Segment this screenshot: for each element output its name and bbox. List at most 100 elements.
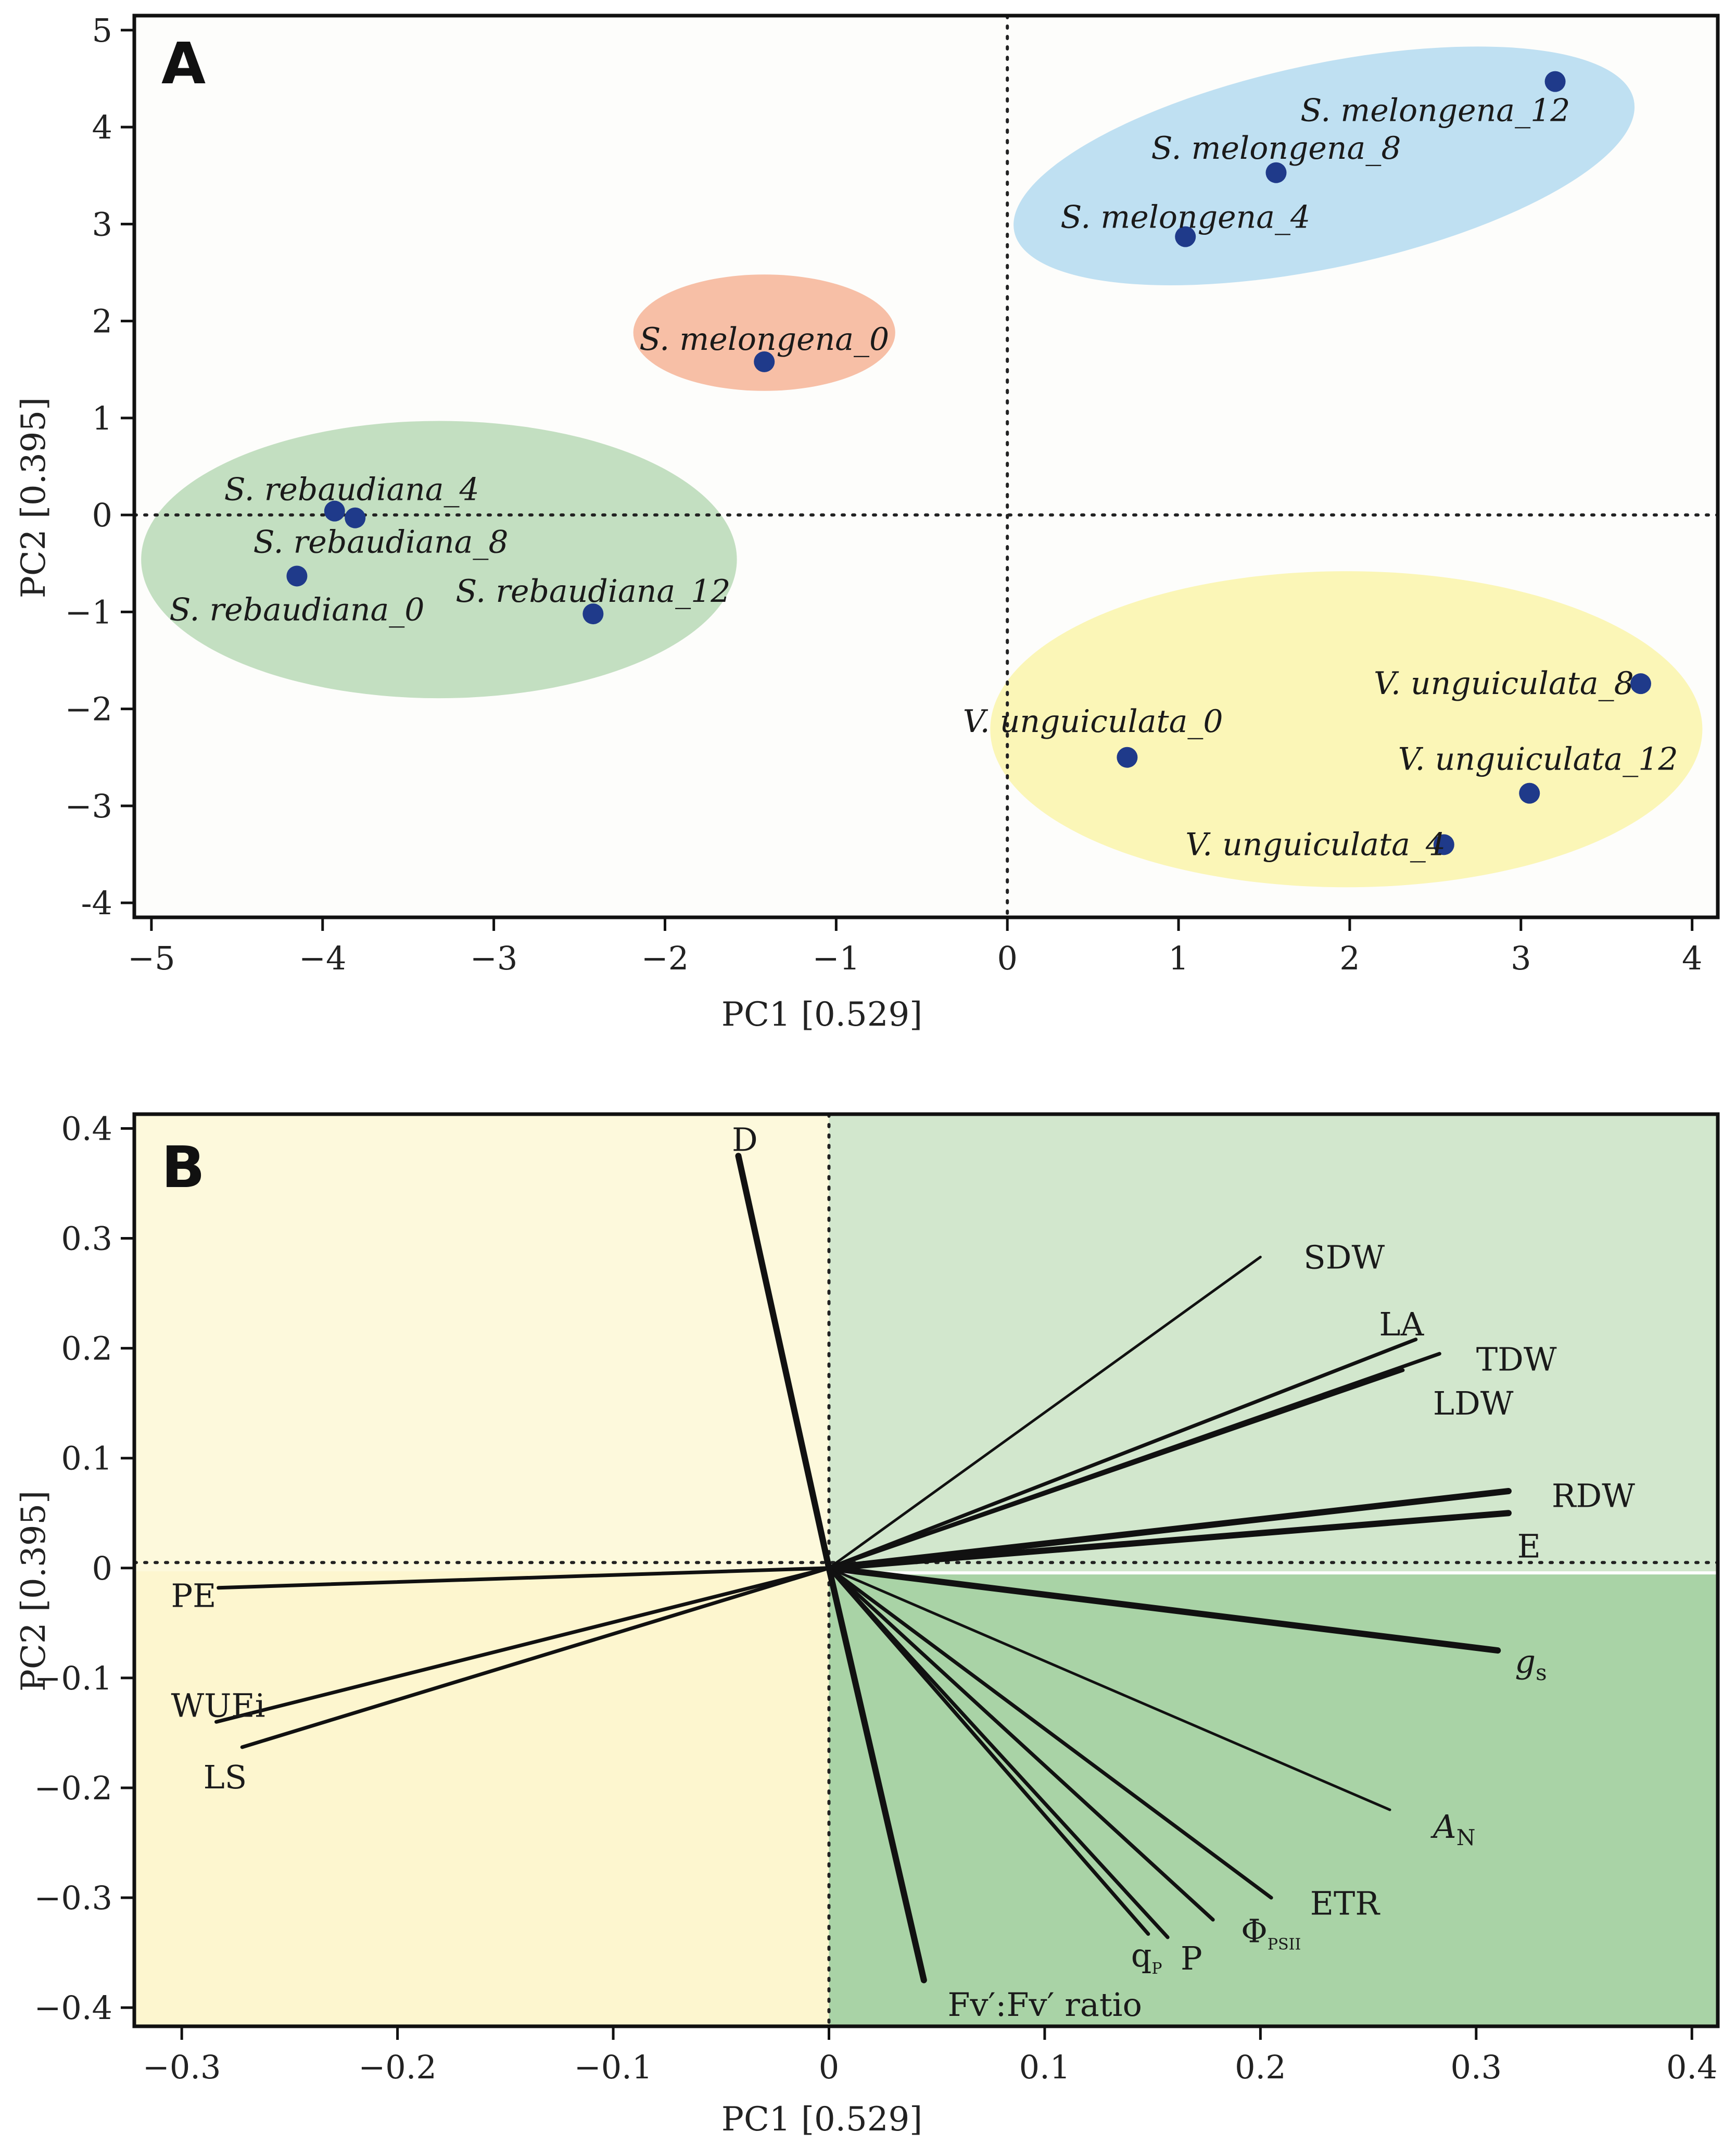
- score-point: [1544, 71, 1566, 92]
- score-point-label: S. rebaudiana_8: [254, 524, 509, 560]
- loading-vector: [735, 1153, 832, 1571]
- score-point-label: S. melongena_4: [1060, 199, 1310, 235]
- y-tick-label: 3: [92, 205, 112, 243]
- quadrant-right-top: [829, 1114, 1718, 1572]
- x-tick-label: 3: [1511, 939, 1531, 977]
- label-main: q: [1131, 1936, 1152, 1974]
- score-point: [1433, 834, 1454, 855]
- y-tick-label: 0.3: [61, 1220, 112, 1258]
- x-tick-label: 0: [997, 939, 1017, 977]
- loading-vector-label: P: [1181, 1939, 1202, 1977]
- y-axis-title: PC2 [0.395]: [15, 1491, 53, 1692]
- x-axis-title: PC1 [0.529]: [721, 995, 922, 1034]
- loading-vector: [827, 1566, 1215, 1922]
- x-axis-title: PC1 [0.529]: [721, 2100, 922, 2139]
- y-tick-label: −3: [65, 787, 112, 825]
- x-tick-label: 0.1: [1019, 2048, 1071, 2086]
- loading-vector: [826, 1564, 1501, 1654]
- score-point-label: V. unguiculata_12: [1398, 741, 1678, 777]
- quadrant-left-bottom: [134, 1571, 829, 2026]
- x-tick-label: −0.1: [574, 2048, 653, 2086]
- score-point: [582, 603, 604, 625]
- loading-vector-label: LDW: [1433, 1384, 1514, 1422]
- y-tick-label: 1: [92, 399, 112, 437]
- y-tick-label: -4: [81, 884, 112, 922]
- label-subscript: s: [1536, 1660, 1547, 1685]
- score-point-label: V. unguiculata_4: [1185, 826, 1446, 863]
- x-tick-label: −2: [641, 939, 689, 977]
- score-point: [324, 500, 345, 522]
- loading-vector: [827, 1566, 1150, 1936]
- score-point: [1630, 673, 1652, 695]
- score-point: [1519, 783, 1540, 804]
- score-point-label: S. rebaudiana_12: [455, 573, 730, 610]
- loading-vector-label: LS: [204, 1758, 247, 1796]
- group-ellipse-4: [990, 571, 1703, 888]
- y-tick-label: 0.2: [61, 1330, 112, 1368]
- score-point: [754, 351, 775, 372]
- y-tick-label: −0.3: [34, 1879, 112, 1917]
- x-tick-label: 0.4: [1666, 2048, 1718, 2086]
- loading-vector: [826, 1564, 927, 1984]
- group-ellipse-3: [141, 421, 737, 699]
- loading-vector-label: D: [732, 1121, 758, 1159]
- x-tick-label: 0.3: [1451, 2048, 1502, 2086]
- loading-vector: [240, 1566, 831, 1749]
- quadrant-right-bottom: [829, 1574, 1718, 2026]
- label-main: g: [1515, 1643, 1536, 1681]
- loading-vector-label: PE: [171, 1577, 216, 1615]
- y-tick-label: −0.2: [34, 1769, 112, 1807]
- loading-vector-label: RDW: [1552, 1477, 1635, 1515]
- score-point-label: S. melongena_0: [639, 321, 889, 358]
- score-point-label: S. rebaudiana_4: [224, 472, 479, 508]
- score-point-label: S. melongena_8: [1151, 130, 1401, 167]
- y-tick-label: −0.4: [34, 1989, 112, 2027]
- loading-vector-label: E: [1517, 1528, 1541, 1566]
- panel-letter-a: A: [161, 30, 206, 97]
- y-tick-label: −1: [65, 593, 112, 631]
- y-tick-label: −0.1: [34, 1659, 112, 1697]
- panel-a-score-plot: S. melongena_12S. melongena_8 S. melongen…: [15, 11, 1720, 1034]
- label-subscript: N: [1456, 1825, 1476, 1850]
- y-tick-label: 0.1: [61, 1440, 112, 1478]
- x-tick-label: −5: [128, 939, 175, 977]
- y-tick-label: −2: [65, 690, 112, 728]
- group-ellipse-2: [633, 274, 895, 391]
- label-main: Φ: [1241, 1912, 1268, 1950]
- panel-b-frame: [132, 1112, 1720, 2028]
- x-tick-label: 0: [819, 2048, 839, 2086]
- loading-vector: [828, 1567, 1391, 1811]
- loading-vector-label: AN: [1430, 1808, 1476, 1850]
- y-tick-label: 2: [92, 302, 112, 340]
- y-tick-label: 5: [92, 11, 112, 49]
- loading-vector: [828, 1255, 1262, 1570]
- x-tick-label: 4: [1682, 939, 1702, 977]
- panel-letter-b: B: [161, 1134, 205, 1201]
- score-point: [1175, 226, 1196, 247]
- score-point: [1265, 162, 1287, 183]
- panel-a-frame: [132, 14, 1720, 919]
- loading-vector-label: TDW: [1476, 1341, 1557, 1379]
- loading-vector-label: SDW: [1303, 1238, 1385, 1276]
- label-subscript: PSII: [1268, 1935, 1301, 1953]
- loading-vector: [827, 1566, 1273, 1900]
- loading-vector: [827, 1566, 1170, 1939]
- score-point-label: S. melongena_12: [1300, 93, 1570, 129]
- loading-vector-label: ΦPSII: [1241, 1912, 1301, 1953]
- y-tick-label: 0: [92, 496, 112, 534]
- score-point: [1117, 747, 1138, 768]
- loading-vector-label: ETR: [1310, 1885, 1381, 1923]
- x-tick-label: −1: [813, 939, 860, 977]
- loading-vector-label: LA: [1379, 1305, 1424, 1343]
- loading-vector-label: qP: [1131, 1936, 1162, 1978]
- loading-vector-label: Fv′:Fv′ ratio: [947, 1986, 1142, 2024]
- score-point-label: V. unguiculata_0: [963, 703, 1223, 740]
- y-tick-label: 4: [92, 108, 112, 146]
- x-tick-label: −4: [299, 939, 346, 977]
- score-point: [345, 507, 366, 528]
- x-tick-label: 1: [1168, 939, 1188, 977]
- score-point-label: S. rebaudiana_0: [169, 592, 424, 628]
- loading-vector: [217, 1566, 831, 1590]
